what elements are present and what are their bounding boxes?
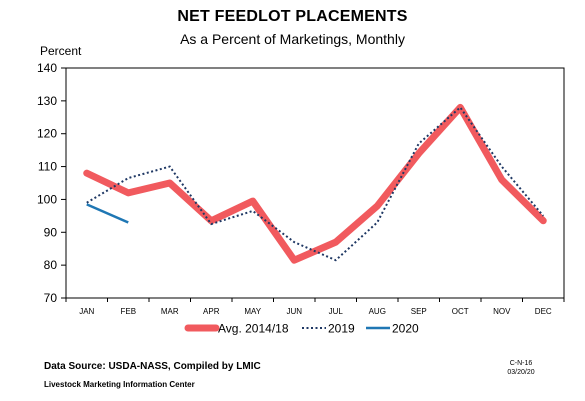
x-tick-label: SEP [411, 307, 427, 316]
chart-date: 03/20/20 [507, 369, 535, 376]
x-tick-label: DEC [535, 307, 552, 316]
y-tick-label: 100 [37, 192, 57, 206]
legend: Avg. 2014/18 2019 2020 [184, 322, 419, 336]
legend-label-1: Avg. 2014/18 [218, 322, 289, 336]
data-source-note: Data Source: USDA-NASS, Compiled by LMIC [44, 361, 261, 372]
x-tick-label: MAY [244, 307, 261, 316]
y-axis-ticks: 70 80 90 100 110 120 130 140 [37, 61, 66, 305]
chart-code: C-N-16 03/20/20 [492, 359, 550, 377]
chart-title: NET FEEDLOT PLACEMENTS [177, 8, 408, 25]
x-tick-label: APR [203, 307, 220, 316]
x-tick-label: OCT [452, 307, 469, 316]
x-tick-label: JAN [79, 307, 94, 316]
y-tick-label: 140 [37, 61, 57, 75]
chart-subtitle: As a Percent of Marketings, Monthly [180, 31, 405, 47]
legend-label-3: 2020 [392, 322, 419, 336]
series-lines [83, 103, 547, 264]
x-tick-label: FEB [120, 307, 136, 316]
organization-name: Livestock Marketing Information Center [44, 380, 195, 389]
x-tick-label: MAR [161, 307, 179, 316]
x-axis-ticks: JAN FEB MAR APR MAY JUN JUL AUG SEP OCT NOV DEC [65, 298, 565, 316]
y-tick-label: 110 [38, 160, 57, 174]
legend-label-2: 2019 [328, 322, 355, 336]
y-axis-label: Percent [40, 44, 82, 58]
x-tick-label: NOV [493, 307, 511, 316]
y-tick-label: 80 [44, 258, 58, 272]
y-tick-label: 90 [44, 225, 58, 239]
x-tick-label: JUN [286, 307, 302, 316]
y-tick-label: 120 [37, 127, 57, 141]
series-line-3 [86, 203, 129, 224]
series-line-1 [83, 103, 547, 264]
plot-area-frame [65, 67, 565, 299]
y-tick-label: 130 [37, 94, 57, 108]
x-tick-label: JUL [329, 307, 344, 316]
series-line-2 [86, 105, 545, 262]
x-tick-label: AUG [369, 307, 386, 316]
chart-id: C-N-16 [509, 360, 533, 367]
y-tick-label: 70 [44, 291, 58, 305]
